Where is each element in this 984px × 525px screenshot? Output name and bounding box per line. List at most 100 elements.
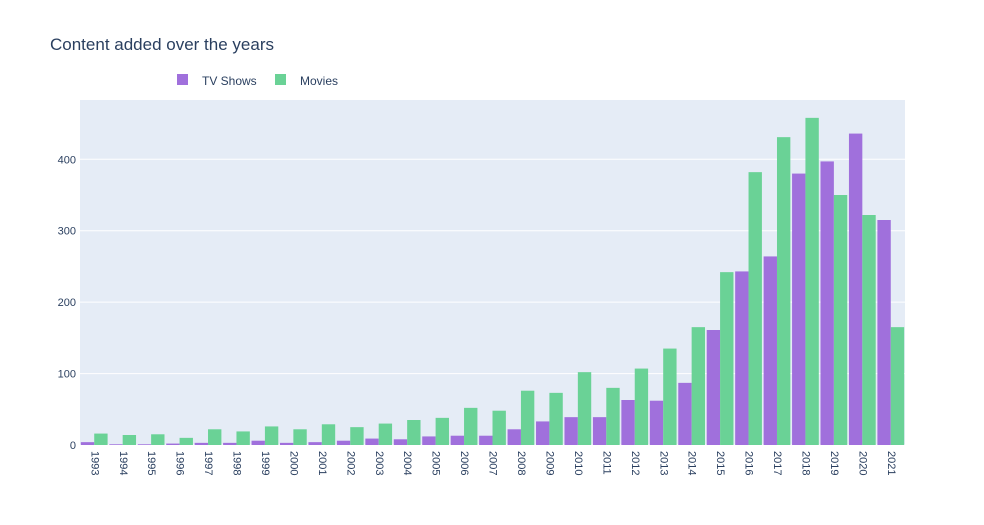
x-tick-label: 2018 xyxy=(800,451,812,475)
legend-swatch xyxy=(177,74,188,85)
bar-tv-shows-1998[interactable] xyxy=(223,442,237,445)
bar-tv-shows-2013[interactable] xyxy=(649,400,664,445)
x-tick-label: 2000 xyxy=(287,451,299,475)
bar-tv-shows-2015[interactable] xyxy=(706,330,721,445)
x-tick-label: 2014 xyxy=(686,451,698,475)
bars xyxy=(80,117,905,446)
legend-label: TV Shows xyxy=(202,74,257,88)
bar-tv-shows-2004[interactable] xyxy=(393,439,408,445)
x-tick-label: 2021 xyxy=(885,451,897,475)
bar-tv-shows-2014[interactable] xyxy=(678,382,692,445)
bar-tv-shows-2017[interactable] xyxy=(763,256,777,445)
legend-label: Movies xyxy=(300,74,338,88)
bar-tv-shows-1999[interactable] xyxy=(251,440,265,445)
bar-tv-shows-2002[interactable] xyxy=(336,440,351,445)
bar-movies-2020[interactable] xyxy=(862,215,876,445)
bar-tv-shows-2009[interactable] xyxy=(536,421,550,445)
bar-movies-2007[interactable] xyxy=(492,410,506,445)
legend-item-tv-shows[interactable]: TV Shows xyxy=(177,74,257,88)
x-tick-label: 2013 xyxy=(657,451,669,475)
bar-movies-1997[interactable] xyxy=(208,429,222,445)
bar-tv-shows-2020[interactable] xyxy=(848,133,863,446)
bar-tv-shows-2006[interactable] xyxy=(450,435,465,445)
x-tick-label: 2007 xyxy=(487,451,499,475)
x-tick-label: 2002 xyxy=(344,451,356,475)
bar-movies-1995[interactable] xyxy=(151,434,165,445)
x-tick-label: 2006 xyxy=(458,451,470,475)
x-tick-label: 1998 xyxy=(231,451,243,475)
bar-tv-shows-2001[interactable] xyxy=(308,442,322,445)
bar-movies-2005[interactable] xyxy=(435,417,449,445)
y-tick-label: 100 xyxy=(58,369,76,381)
x-tick-label: 2008 xyxy=(515,451,527,475)
bar-movies-2006[interactable] xyxy=(464,407,478,445)
x-tick-label: 2020 xyxy=(856,451,868,475)
bar-tv-shows-2000[interactable] xyxy=(279,442,294,445)
x-tick-label: 2012 xyxy=(629,451,641,475)
bar-movies-2000[interactable] xyxy=(293,429,307,445)
x-tick-label: 1993 xyxy=(88,451,100,475)
bar-movies-1999[interactable] xyxy=(264,426,279,445)
bar-tv-shows-2018[interactable] xyxy=(792,173,806,446)
bar-movies-1994[interactable] xyxy=(122,435,137,445)
bar-movies-2016[interactable] xyxy=(748,172,762,445)
x-tick-label: 1994 xyxy=(117,451,129,475)
bar-movies-2001[interactable] xyxy=(321,424,336,445)
bar-tv-shows-2005[interactable] xyxy=(422,436,436,445)
x-axis-ticks: 1993 1994 1995 1996 1997 1998 1999 2000 2001 2002… xyxy=(88,451,897,475)
x-tick-label: 2015 xyxy=(714,451,726,475)
x-tick-label: 1997 xyxy=(202,451,214,475)
bar-tv-shows-1994[interactable] xyxy=(109,444,123,445)
bar-movies-2004[interactable] xyxy=(407,420,421,445)
bar-movies-2017[interactable] xyxy=(776,137,791,445)
y-tick-label: 200 xyxy=(58,297,76,309)
bar-movies-2012[interactable] xyxy=(634,368,649,445)
bar-tv-shows-1997[interactable] xyxy=(194,442,209,445)
bar-tv-shows-2007[interactable] xyxy=(479,435,493,445)
x-tick-label: 2001 xyxy=(316,451,328,475)
bar-movies-1998[interactable] xyxy=(236,431,250,445)
bar-movies-2009[interactable] xyxy=(549,392,563,445)
bar-tv-shows-1993[interactable] xyxy=(80,442,95,445)
legend-item-movies[interactable]: Movies xyxy=(275,74,338,88)
x-tick-label: 2011 xyxy=(600,451,612,475)
y-axis-ticks: 0 100 200 300 400 xyxy=(58,154,76,452)
x-tick-label: 2017 xyxy=(771,451,783,475)
bar-tv-shows-2016[interactable] xyxy=(735,271,749,445)
bar-movies-2011[interactable] xyxy=(606,387,620,445)
bar-movies-2008[interactable] xyxy=(520,390,535,445)
bar-movies-2013[interactable] xyxy=(663,348,677,445)
x-tick-label: 2009 xyxy=(543,451,555,475)
bar-movies-2019[interactable] xyxy=(833,195,848,445)
bar-tv-shows-2011[interactable] xyxy=(592,417,607,445)
bar-tv-shows-2003[interactable] xyxy=(365,438,379,445)
x-tick-label: 1996 xyxy=(174,451,186,475)
bar-tv-shows-2008[interactable] xyxy=(507,429,521,445)
x-tick-label: 2005 xyxy=(430,451,442,475)
bar-tv-shows-2019[interactable] xyxy=(820,161,834,445)
y-tick-label: 300 xyxy=(58,226,76,238)
bar-movies-2010[interactable] xyxy=(577,372,592,445)
bar-movies-2002[interactable] xyxy=(350,427,364,445)
x-tick-label: 1999 xyxy=(259,451,271,475)
legend[interactable]: TV Shows Movies xyxy=(177,74,338,88)
x-tick-label: 2004 xyxy=(401,451,413,475)
bar-movies-2015[interactable] xyxy=(720,272,734,445)
bar-tv-shows-2010[interactable] xyxy=(564,417,578,445)
bar-movies-2014[interactable] xyxy=(691,327,706,445)
y-tick-label: 400 xyxy=(58,154,76,166)
x-tick-label: 2003 xyxy=(373,451,385,475)
bar-tv-shows-2012[interactable] xyxy=(621,400,635,445)
bar-movies-2021[interactable] xyxy=(890,327,905,445)
bar-movies-1993[interactable] xyxy=(94,433,108,445)
x-tick-label: 2019 xyxy=(828,451,840,475)
y-tick-label: 0 xyxy=(70,440,76,452)
bar-movies-2003[interactable] xyxy=(378,423,393,445)
bar-tv-shows-1995[interactable] xyxy=(137,444,152,445)
x-tick-label: 2016 xyxy=(743,451,755,475)
bar-tv-shows-2021[interactable] xyxy=(877,220,891,445)
bar-movies-1996[interactable] xyxy=(179,437,193,445)
bar-movies-2018[interactable] xyxy=(805,117,819,445)
bar-tv-shows-1996[interactable] xyxy=(166,443,180,445)
